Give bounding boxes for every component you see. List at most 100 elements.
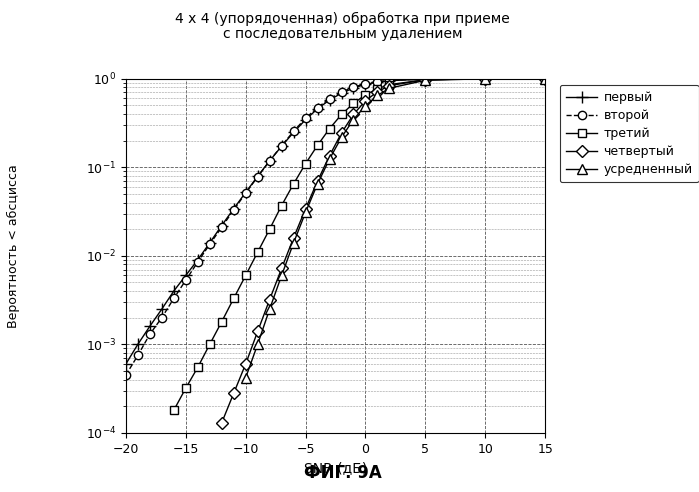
третий [194, 365, 202, 370]
усредненный [350, 117, 358, 123]
первый [373, 79, 382, 85]
второй [350, 84, 358, 90]
второй [338, 89, 346, 95]
усредненный [241, 375, 250, 381]
третий [206, 341, 214, 347]
первый [170, 288, 178, 294]
второй [229, 207, 238, 213]
усредненный [289, 240, 298, 246]
X-axis label: SNR (дБ): SNR (дБ) [304, 461, 367, 475]
второй [170, 296, 178, 302]
четвертый [241, 361, 250, 367]
второй [134, 352, 142, 358]
четвертый [229, 391, 238, 397]
четвертый [421, 77, 430, 83]
третий [325, 125, 333, 131]
первый [217, 222, 226, 228]
усредненный [421, 77, 430, 83]
усредненный [301, 210, 310, 215]
второй [266, 158, 274, 164]
первый [145, 323, 154, 329]
Legend: первый, второй, третий, четвертый, усредненный: первый, второй, третий, четвертый, усред… [560, 85, 699, 183]
третий [541, 76, 549, 82]
Line: первый: первый [120, 73, 551, 369]
усредненный [325, 156, 333, 162]
первый [194, 257, 202, 263]
усредненный [541, 76, 549, 82]
первый [421, 76, 430, 82]
четвертый [373, 89, 382, 94]
третий [338, 112, 346, 118]
первый [157, 306, 166, 312]
третий [481, 76, 489, 82]
третий [217, 319, 226, 325]
первый [338, 90, 346, 96]
третий [313, 142, 322, 148]
четвертый [301, 206, 310, 212]
первый [385, 78, 394, 84]
третий [350, 100, 358, 106]
Line: усредненный: усредненный [240, 74, 550, 383]
первый [206, 240, 214, 246]
третий [373, 86, 382, 92]
первый [313, 106, 322, 112]
четвертый [313, 178, 322, 184]
первый [134, 341, 142, 347]
третий [278, 203, 286, 209]
четвертый [266, 297, 274, 303]
третий [254, 249, 262, 255]
усредненный [313, 181, 322, 187]
второй [241, 190, 250, 196]
первый [361, 81, 370, 87]
второй [182, 277, 190, 283]
усредненный [385, 85, 394, 91]
четвертый [278, 266, 286, 272]
второй [122, 372, 130, 378]
третий [301, 161, 310, 167]
первый [350, 85, 358, 91]
первый [122, 361, 130, 367]
первый [481, 76, 489, 82]
четвертый [254, 329, 262, 335]
усредненный [266, 306, 274, 312]
первый [229, 206, 238, 212]
третий [421, 77, 430, 83]
усредненный [278, 273, 286, 278]
усредненный [373, 92, 382, 98]
второй [301, 115, 310, 121]
второй [541, 76, 549, 82]
второй [194, 259, 202, 265]
первый [325, 97, 333, 103]
Line: третий: третий [170, 75, 549, 415]
усредненный [254, 341, 262, 347]
первый [254, 173, 262, 179]
первый [241, 189, 250, 195]
четвертый [289, 235, 298, 241]
Line: четвертый: четвертый [217, 75, 549, 427]
третий [289, 181, 298, 187]
усредненный [361, 103, 370, 109]
Text: ФИГ. 9А: ФИГ. 9А [303, 464, 382, 482]
четвертый [541, 76, 549, 82]
первый [266, 158, 274, 164]
второй [254, 174, 262, 180]
второй [289, 128, 298, 134]
второй [206, 242, 214, 247]
второй [421, 76, 430, 82]
третий [241, 273, 250, 278]
третий [229, 296, 238, 302]
четвертый [338, 130, 346, 136]
третий [182, 385, 190, 391]
второй [373, 79, 382, 85]
Line: второй: второй [122, 75, 549, 379]
четвертый [481, 76, 489, 82]
четвертый [361, 98, 370, 104]
второй [278, 143, 286, 149]
второй [157, 315, 166, 321]
первый [278, 143, 286, 149]
первый [301, 117, 310, 123]
второй [385, 77, 394, 83]
Text: Вероятность < абсцисса: Вероятность < абсцисса [7, 164, 20, 328]
Text: 4 x 4 (упорядоченная) обработка при приеме: 4 x 4 (упорядоченная) обработка при прие… [175, 12, 510, 27]
третий [170, 407, 178, 413]
